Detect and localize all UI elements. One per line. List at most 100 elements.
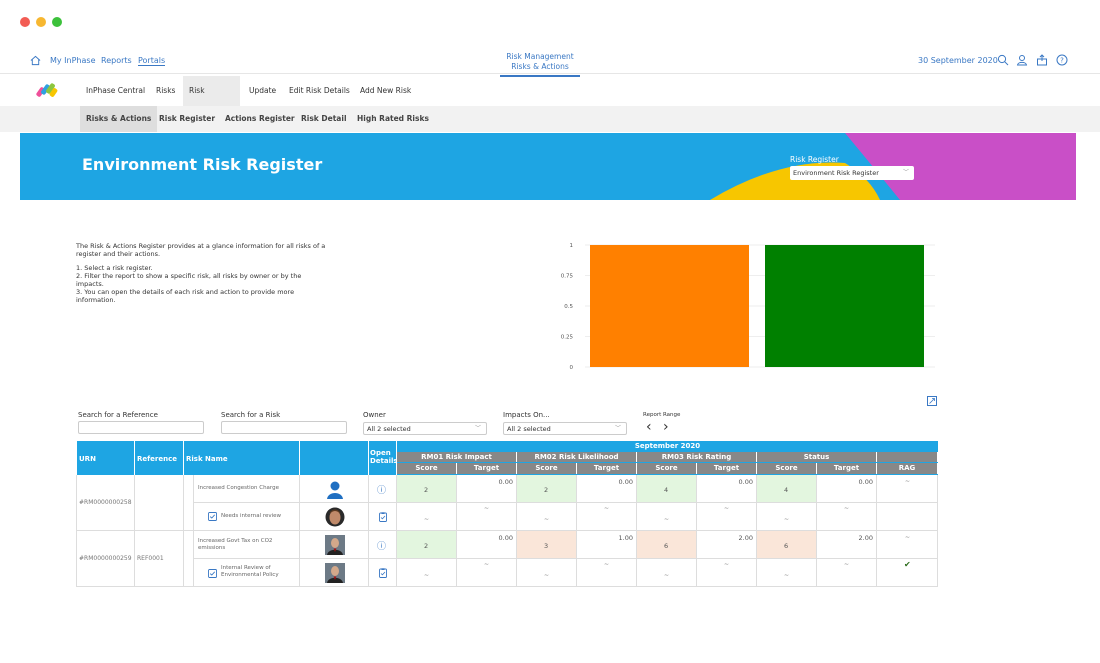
- action-name-cell[interactable]: Internal Review of Environmental Policy: [194, 559, 300, 587]
- empty-value: ~: [484, 561, 490, 568]
- empty-value: ~: [844, 505, 850, 512]
- menu-update[interactable]: Update: [249, 86, 277, 95]
- description-intro: The Risk & Actions Register provides at …: [76, 242, 326, 258]
- target-cell: 0.00: [817, 475, 877, 503]
- help-icon[interactable]: ?: [1056, 54, 1068, 66]
- portal-title-line1: Risk Management: [506, 52, 574, 61]
- tab-risk-detail[interactable]: Risk Detail: [301, 114, 347, 123]
- score-subheader[interactable]: Score: [637, 463, 697, 474]
- share-icon[interactable]: [1036, 54, 1048, 66]
- action-target-cell: ~: [697, 559, 757, 587]
- col-urn-header[interactable]: URN: [79, 455, 96, 463]
- action-target-cell: ~: [457, 503, 517, 531]
- empty-value: ~: [664, 516, 670, 523]
- owner-select[interactable]: All 2 selected ﹀: [363, 422, 487, 435]
- risk-name-cell[interactable]: Increased Congestion Charge: [194, 475, 300, 503]
- menu-add-new-risk[interactable]: Add New Risk: [360, 86, 412, 95]
- target-subheader[interactable]: Target: [577, 463, 637, 474]
- tab-actions-register[interactable]: Actions Register: [225, 114, 295, 123]
- nav-my-inphase[interactable]: My InPhase: [50, 56, 96, 65]
- action-name-text: Internal Review of Environmental Policy: [221, 565, 279, 578]
- owner-label: Owner: [363, 411, 386, 419]
- open-risk-details-cell[interactable]: ⓘ: [369, 531, 397, 559]
- risk-register-value: Environment Risk Register: [793, 169, 879, 177]
- col-reference-header[interactable]: Reference: [137, 455, 178, 463]
- checkmark-icon: ✔: [904, 560, 911, 569]
- col-open-details-header[interactable]: Open Details: [370, 449, 398, 465]
- tab-high-rated-risks[interactable]: High Rated Risks: [357, 114, 429, 123]
- action-name-cell[interactable]: Needs internal review: [194, 503, 300, 531]
- action-target-cell: ~: [817, 503, 877, 531]
- nav-reports[interactable]: Reports: [101, 56, 132, 65]
- empty-value: ~: [544, 516, 550, 523]
- menu-risk-reports[interactable]: Risk Reports: [183, 76, 240, 125]
- col-risk-name-header[interactable]: Risk Name: [186, 455, 228, 463]
- expand-icon[interactable]: [927, 396, 937, 406]
- minimize-window-dot[interactable]: [36, 17, 46, 27]
- score-value: 4: [664, 486, 669, 494]
- page-banner: Environment Risk Register Risk Register …: [20, 133, 1076, 200]
- info-icon[interactable]: ⓘ: [377, 486, 387, 496]
- score-value: 2: [424, 542, 429, 550]
- search-icon[interactable]: [997, 54, 1009, 66]
- search-reference-input[interactable]: [78, 421, 204, 434]
- target-subheader[interactable]: Target: [457, 463, 517, 474]
- risk-register-label: Risk Register: [790, 155, 839, 164]
- menu-edit-risk-details[interactable]: Edit Risk Details: [289, 86, 350, 95]
- empty-value: ~: [484, 505, 490, 512]
- home-icon[interactable]: [30, 55, 41, 66]
- description-step-1: 1. Select a risk register.: [76, 264, 153, 272]
- score-subheader[interactable]: Score: [517, 463, 577, 474]
- risk-name-cell[interactable]: Increased Govt Tax on CO2 emissions: [194, 531, 300, 559]
- clipboard-icon[interactable]: [379, 512, 387, 522]
- target-subheader[interactable]: Target: [697, 463, 757, 474]
- score-value: 2: [424, 486, 429, 494]
- open-action-details-cell[interactable]: [369, 559, 397, 587]
- action-score-cell: ~: [757, 559, 817, 587]
- score-cell: 3: [517, 531, 577, 559]
- score-value: 2: [544, 486, 549, 494]
- score-value: 6: [664, 542, 669, 550]
- chevron-left-icon[interactable]: ‹: [646, 419, 652, 435]
- action-target-cell: ~: [577, 503, 637, 531]
- rag-subheader[interactable]: RAG: [877, 463, 938, 474]
- close-window-dot[interactable]: [20, 17, 30, 27]
- action-owner-avatar-cell: [300, 503, 369, 531]
- tab-risk-register[interactable]: Risk Register: [159, 114, 216, 123]
- target-cell: 0.00: [697, 475, 757, 503]
- tab-risks-actions[interactable]: Risks & Actions: [80, 106, 158, 132]
- open-action-details-cell[interactable]: [369, 503, 397, 531]
- menu-risks[interactable]: Risks: [156, 86, 176, 95]
- owner-avatar-cell: [300, 531, 369, 559]
- menu-inphase-central[interactable]: InPhase Central: [86, 86, 146, 95]
- maximize-window-dot[interactable]: [52, 17, 62, 27]
- action-target-cell: ~: [457, 559, 517, 587]
- target-subheader[interactable]: Target: [817, 463, 877, 474]
- period-header: September 2020: [634, 442, 701, 450]
- action-score-cell: ~: [757, 503, 817, 531]
- search-risk-label: Search for a Risk: [221, 411, 281, 419]
- bar[interactable]: [765, 245, 924, 367]
- portal-title[interactable]: Risk Management Risks & Actions: [490, 52, 590, 77]
- empty-value: ~: [664, 572, 670, 579]
- risk-register-select[interactable]: Environment Risk Register ﹀: [790, 166, 914, 180]
- target-value: 2.00: [858, 534, 873, 542]
- group-risk-rating: RM03 Risk Rating: [637, 452, 757, 462]
- sub-menu: Risks & Actions Risk Register Actions Re…: [0, 106, 1100, 132]
- impacts-select[interactable]: All 2 selected ﹀: [503, 422, 627, 435]
- clipboard-icon[interactable]: [379, 568, 387, 578]
- user-icon[interactable]: [1016, 54, 1028, 66]
- bar[interactable]: [590, 245, 749, 367]
- info-icon[interactable]: ⓘ: [377, 542, 387, 552]
- chevron-right-icon[interactable]: ›: [663, 419, 669, 435]
- chevron-down-icon: ﹀: [614, 425, 621, 432]
- risk-register-table: URN Reference Risk Name Open Details Sep…: [76, 441, 938, 589]
- reference-cell: [135, 475, 184, 531]
- score-subheader[interactable]: Score: [397, 463, 457, 474]
- open-risk-details-cell[interactable]: ⓘ: [369, 475, 397, 503]
- search-risk-input[interactable]: [221, 421, 347, 434]
- nav-portals[interactable]: Portals: [138, 56, 166, 66]
- reference-cell: REF0001: [135, 531, 184, 587]
- risk-name-text: Increased Congestion Charge: [198, 485, 279, 491]
- score-subheader[interactable]: Score: [757, 463, 817, 474]
